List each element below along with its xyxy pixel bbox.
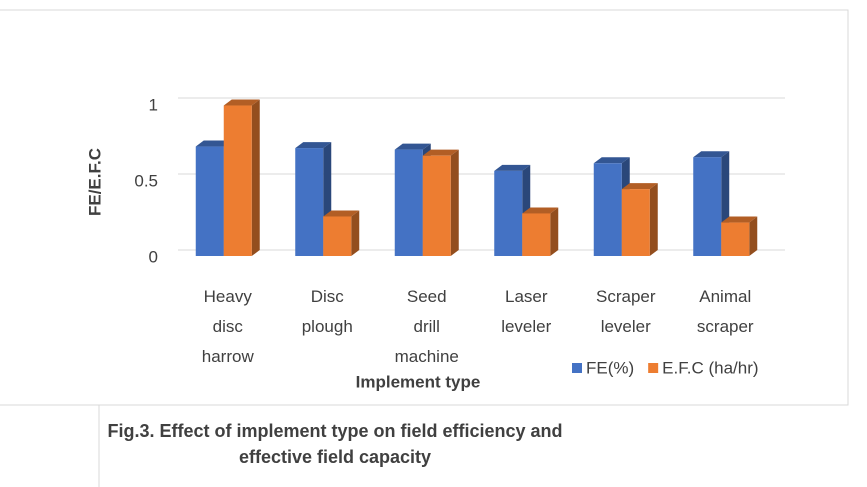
figure-caption: Fig.3. Effect of implement type on field… xyxy=(107,421,563,467)
bar xyxy=(223,99,260,257)
legend-label: E.F.C (ha/hr) xyxy=(662,358,758,377)
x-tick-label: Seed drill machine xyxy=(395,287,459,366)
bar-top xyxy=(721,216,758,223)
x-tick-label: Laser leveler xyxy=(501,287,551,336)
bar-top xyxy=(494,164,531,171)
x-tick-label: Disc plough xyxy=(302,287,353,336)
chart-frame xyxy=(0,9,849,406)
bar-front xyxy=(195,146,224,256)
bar xyxy=(323,210,360,256)
bar-top xyxy=(295,142,332,149)
x-tick-label: Animal scraper xyxy=(697,287,754,336)
y-tick-label: 0.5 xyxy=(134,171,158,190)
bar xyxy=(522,207,559,256)
bar xyxy=(295,142,332,256)
bar-top xyxy=(693,151,730,158)
bar-top xyxy=(223,99,260,106)
bar xyxy=(621,183,658,256)
bar-side xyxy=(649,183,658,256)
bar-side xyxy=(450,149,459,256)
y-tick-label: 1 xyxy=(149,95,158,114)
bar-front xyxy=(422,155,451,256)
bar-top xyxy=(323,210,360,217)
bar-top xyxy=(422,149,459,156)
bar-front xyxy=(721,222,750,256)
bar-top xyxy=(394,143,431,150)
bar-side xyxy=(749,216,758,256)
bar-front xyxy=(693,157,722,256)
bar-front xyxy=(223,105,252,257)
x-tick-label: Scraper leveler xyxy=(596,287,656,336)
bar-top xyxy=(522,207,559,214)
bar-front xyxy=(323,216,352,256)
legend-label: FE(%) xyxy=(586,358,634,377)
x-tick-label: Heavy disc harrow xyxy=(202,287,255,366)
bar-front xyxy=(593,163,622,256)
bar xyxy=(721,216,758,256)
bar-front xyxy=(295,148,324,256)
bar-side xyxy=(251,99,260,257)
legend-swatch xyxy=(648,363,659,373)
y-tick-label: 0 xyxy=(149,247,158,266)
bar-top xyxy=(593,157,630,164)
y-axis-title: FE/E.F.C xyxy=(85,148,104,216)
bar-front xyxy=(621,189,650,256)
bar-top xyxy=(195,140,232,147)
bar xyxy=(422,149,459,256)
bar-top xyxy=(621,183,658,190)
bar-front xyxy=(394,149,423,256)
bar-side xyxy=(351,210,360,256)
legend-swatch xyxy=(572,363,582,373)
x-axis-title: Implement type xyxy=(356,372,481,391)
bar-front xyxy=(522,213,551,256)
bar-side xyxy=(550,207,559,256)
bar-front xyxy=(494,170,523,256)
